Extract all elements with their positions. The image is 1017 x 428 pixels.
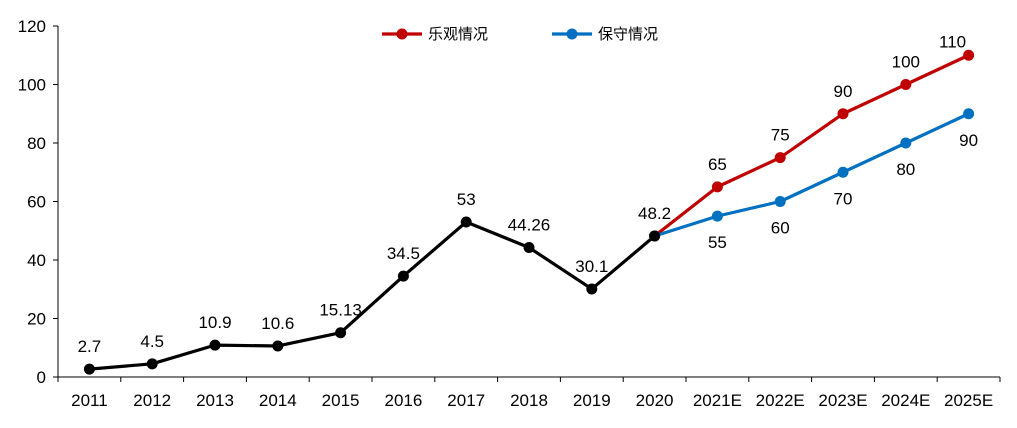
series-line-0 (89, 220, 656, 371)
x-tick-label-2016: 2016 (384, 391, 422, 410)
data-label-series-0-2018: 44.26 (508, 216, 551, 235)
series-0-point-2014 (272, 340, 284, 352)
legend: 乐观情况 保守情况 (382, 25, 658, 43)
series-layer (83, 49, 975, 375)
data-label-series-0-2013: 10.9 (198, 313, 231, 332)
legend-label-0: 乐观情况 (428, 25, 488, 43)
series-0-point-2016 (397, 270, 409, 282)
x-tick-label-2025e: 2025E (944, 391, 993, 410)
series-0-point-2019 (586, 283, 598, 295)
x-tick-label-2022e: 2022E (756, 391, 805, 410)
series-1-point-2024e (900, 79, 912, 90)
series-2-point-2023e (837, 166, 849, 178)
series-2-point-2021e (711, 210, 723, 222)
data-label-series-0-2015: 15.13 (319, 301, 362, 320)
x-tick-label-2021e: 2021E (693, 391, 742, 410)
y-tick-label-120: 120 (18, 17, 46, 36)
series-1-point-2025e (963, 49, 975, 61)
data-label-series-1-2021e: 65 (708, 155, 727, 174)
series-0-point-2017 (460, 216, 472, 228)
y-tick-label-100: 100 (18, 76, 46, 95)
data-label-series-0-2020: 48.2 (638, 204, 671, 223)
series-2-point-2025e (963, 108, 975, 120)
series-1-point-2023e (837, 108, 849, 120)
series-1-point-2021e (711, 181, 723, 193)
series-line-1 (653, 53, 970, 238)
series-2-point-2024e (900, 137, 912, 149)
x-tick-label-2017: 2017 (447, 391, 485, 410)
series-0-point-2013 (209, 339, 221, 351)
data-label-series-0-2011: 2.7 (78, 337, 102, 356)
data-label-series-2-2024e: 80 (896, 160, 915, 179)
legend-marker-0 (396, 28, 408, 40)
data-label-series-2-2022e: 60 (771, 219, 790, 238)
y-tick-label-40: 40 (27, 251, 46, 270)
x-tick-label-2013: 2013 (196, 391, 234, 410)
series-line-2 (654, 112, 970, 238)
data-label-series-1-2025e: 110 (939, 32, 966, 51)
data-label-series-0-2012: 4.5 (140, 332, 164, 351)
legend-marker-1 (566, 28, 578, 40)
x-tick-label-2024e: 2024E (881, 391, 930, 410)
x-tick-label-2015: 2015 (322, 391, 360, 410)
series-0-point-2012 (146, 358, 158, 370)
data-label-series-0-2016: 34.5 (387, 244, 420, 263)
data-label-series-1-2023e: 90 (834, 82, 853, 101)
x-tick-label-2019: 2019 (573, 391, 611, 410)
x-tick-label-2012: 2012 (133, 391, 171, 410)
y-tick-label-20: 20 (27, 310, 46, 329)
legend-label-1: 保守情况 (598, 25, 658, 43)
y-tick-label-0: 0 (37, 368, 46, 387)
series-1-point-2022e (774, 152, 786, 164)
data-label-series-2-2025e: 90 (959, 131, 978, 150)
series-0-point-2018 (523, 242, 535, 254)
y-tick-label-60: 60 (27, 193, 46, 212)
data-label-series-2-2021e: 55 (708, 233, 727, 252)
series-0-point-2015 (335, 327, 347, 339)
x-tick-label-2020: 2020 (636, 391, 674, 410)
data-label-series-1-2024e: 100 (892, 53, 920, 72)
data-labels: 2.7 4.5 10.9 10.6 15.13 34.5 53 44.26 30.1 48.2 65… (78, 32, 978, 356)
x-tick-label-2023e: 2023E (818, 391, 867, 410)
series-0-point-2011 (83, 363, 95, 375)
series-0-point-2020 (649, 230, 661, 242)
data-label-series-0-2017: 53 (457, 190, 476, 209)
data-label-series-1-2022e: 75 (771, 126, 790, 145)
x-tick-label-2014: 2014 (259, 391, 297, 410)
series-2-point-2022e (774, 196, 786, 207)
axes: 0 20 40 60 80 100 120 2011 2012 2013 2014 2015 2016 2… (18, 17, 1001, 410)
data-label-series-2-2023e: 70 (834, 189, 853, 208)
x-tick-label-2011: 2011 (71, 391, 108, 410)
x-tick-label-2018: 2018 (510, 391, 548, 410)
data-label-series-0-2019: 30.1 (575, 257, 608, 276)
data-label-series-0-2014: 10.6 (261, 314, 294, 333)
y-tick-label-80: 80 (27, 134, 46, 153)
